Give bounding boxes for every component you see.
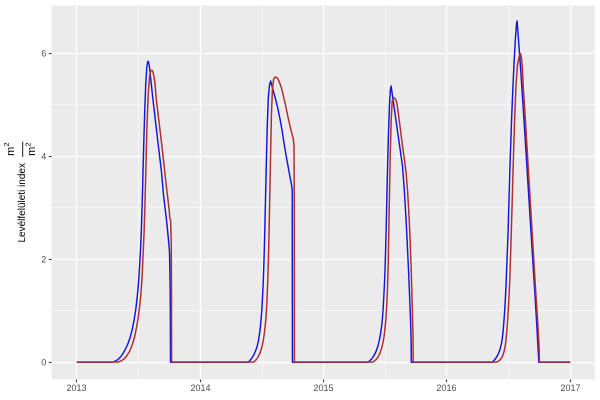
svg-text:2016: 2016 [436,383,456,393]
svg-text:2: 2 [2,142,11,146]
svg-text:2013: 2013 [66,383,86,393]
svg-text:0: 0 [41,357,46,367]
svg-text:2017: 2017 [560,383,580,393]
svg-text:m: m [26,147,38,156]
svg-text:4: 4 [41,151,46,161]
svg-text:m: m [5,147,17,156]
svg-text:Levélfelületi index: Levélfelületi index [17,163,28,243]
svg-text:2015: 2015 [313,383,333,393]
svg-text:6: 6 [41,48,46,58]
svg-text:2014: 2014 [190,383,210,393]
svg-text:2: 2 [41,254,46,264]
svg-text:2: 2 [23,142,32,146]
